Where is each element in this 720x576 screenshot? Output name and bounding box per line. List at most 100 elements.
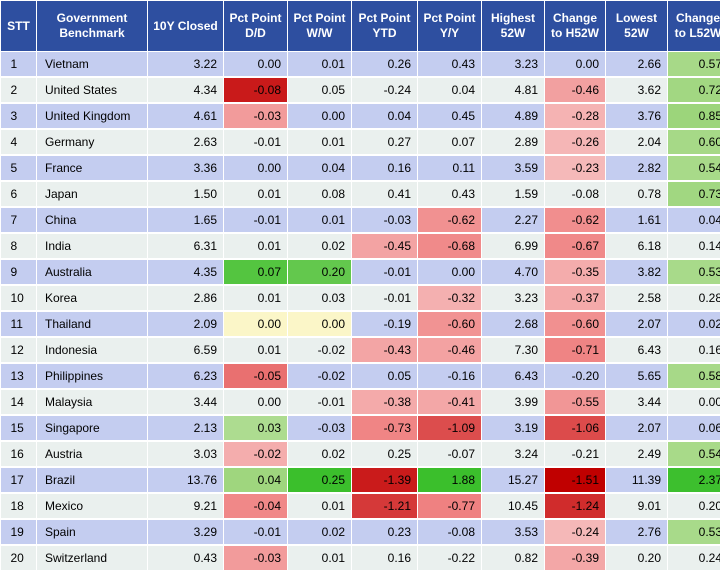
row-index: 18 bbox=[0, 493, 37, 520]
pct-point-dd: 0.00 bbox=[223, 155, 288, 182]
lowest-52w: 6.18 bbox=[605, 233, 668, 260]
pct-point-yy: -0.41 bbox=[417, 389, 482, 416]
pct-point-yy: 0.45 bbox=[417, 103, 482, 130]
pct-point-ytd: -0.01 bbox=[351, 285, 418, 312]
highest-52w: 6.99 bbox=[481, 233, 545, 260]
table-row[interactable]: 1 Vietnam 3.22 0.00 0.01 0.26 0.43 3.23 0.00 2.66… bbox=[0, 51, 720, 78]
table-row[interactable]: 3 United Kingdom 4.61 -0.03 0.00 0.04 0.45 4.89… bbox=[0, 103, 720, 130]
pct-point-yy: -0.46 bbox=[417, 337, 482, 364]
pct-point-ww: -0.02 bbox=[287, 337, 352, 364]
yield-10y-closed: 4.34 bbox=[147, 77, 224, 104]
table-row[interactable]: 14 Malaysia 3.44 0.00 -0.01 -0.38 -0.41 3.99 -0.… bbox=[0, 389, 720, 416]
pct-point-dd: 0.01 bbox=[223, 337, 288, 364]
country-name: Spain bbox=[36, 519, 148, 546]
lowest-52w: 2.07 bbox=[605, 415, 668, 442]
change-to-l52w: 0.28 bbox=[667, 285, 720, 312]
yield-10y-closed: 6.59 bbox=[147, 337, 224, 364]
table-row[interactable]: 13 Philippines 6.23 -0.05 -0.02 0.05 -0.16 6.43… bbox=[0, 363, 720, 390]
table-row[interactable]: 10 Korea 2.86 0.01 0.03 -0.01 -0.32 3.23 -0.37 2.… bbox=[0, 285, 720, 312]
pct-point-dd: -0.01 bbox=[223, 207, 288, 234]
col-header-change-h52w[interactable]: Change to H52W bbox=[544, 0, 606, 52]
table-row[interactable]: 17 Brazil 13.76 0.04 0.25 -1.39 1.88 15.27 -1.51… bbox=[0, 467, 720, 494]
pct-point-dd: -0.03 bbox=[223, 545, 288, 572]
yield-10y-closed: 3.22 bbox=[147, 51, 224, 78]
table-row[interactable]: 7 China 1.65 -0.01 0.01 -0.03 -0.62 2.27 -0.62 1.… bbox=[0, 207, 720, 234]
highest-52w: 4.70 bbox=[481, 259, 545, 286]
col-header-dd[interactable]: Pct Point D/D bbox=[223, 0, 288, 52]
row-index: 3 bbox=[0, 103, 37, 130]
col-header-ytd[interactable]: Pct Point YTD bbox=[351, 0, 418, 52]
pct-point-ww: 0.01 bbox=[287, 207, 352, 234]
yield-10y-closed: 3.36 bbox=[147, 155, 224, 182]
highest-52w: 3.99 bbox=[481, 389, 545, 416]
yield-10y-closed: 13.76 bbox=[147, 467, 224, 494]
table-row[interactable]: 11 Thailand 2.09 0.00 0.00 -0.19 -0.60 2.68 -0.6… bbox=[0, 311, 720, 338]
pct-point-yy: -0.68 bbox=[417, 233, 482, 260]
yield-10y-closed: 6.31 bbox=[147, 233, 224, 260]
col-header-ww[interactable]: Pct Point W/W bbox=[287, 0, 352, 52]
lowest-52w: 0.78 bbox=[605, 181, 668, 208]
change-to-h52w: -0.71 bbox=[544, 337, 606, 364]
country-name: Austria bbox=[36, 441, 148, 468]
row-index: 1 bbox=[0, 51, 37, 78]
country-name: Mexico bbox=[36, 493, 148, 520]
pct-point-ww: 0.02 bbox=[287, 519, 352, 546]
pct-point-yy: -0.60 bbox=[417, 311, 482, 338]
yield-10y-closed: 1.50 bbox=[147, 181, 224, 208]
country-name: Japan bbox=[36, 181, 148, 208]
table-row[interactable]: 2 United States 4.34 -0.08 0.05 -0.24 0.04 4.81… bbox=[0, 77, 720, 104]
col-header-10y-closed[interactable]: 10Y Closed bbox=[147, 0, 224, 52]
col-header-benchmark[interactable]: Government Benchmark bbox=[36, 0, 148, 52]
change-to-h52w: -1.06 bbox=[544, 415, 606, 442]
pct-point-ww: 0.02 bbox=[287, 233, 352, 260]
table-row[interactable]: 20 Switzerland 0.43 -0.03 0.01 0.16 -0.22 0.82-… bbox=[0, 545, 720, 572]
pct-point-dd: 0.01 bbox=[223, 233, 288, 260]
table-row[interactable]: 4 Germany 2.63 -0.01 0.01 0.27 0.07 2.89 -0.26 2.… bbox=[0, 129, 720, 156]
pct-point-yy: 0.07 bbox=[417, 129, 482, 156]
table-row[interactable]: 8 India 6.31 0.01 0.02 -0.45 -0.68 6.99 -0.67 6.1… bbox=[0, 233, 720, 260]
pct-point-dd: -0.01 bbox=[223, 519, 288, 546]
country-name: Brazil bbox=[36, 467, 148, 494]
table-row[interactable]: 6 Japan 1.50 0.01 0.08 0.41 0.43 1.59 -0.08 0.78 0… bbox=[0, 181, 720, 208]
pct-point-ytd: -0.43 bbox=[351, 337, 418, 364]
pct-point-ww: 0.03 bbox=[287, 285, 352, 312]
table-row[interactable]: 12 Indonesia 6.59 0.01 -0.02 -0.43 -0.46 7.30 -0… bbox=[0, 337, 720, 364]
table-row[interactable]: 9 Australia 4.35 0.07 0.20 -0.01 0.00 4.70 -0.35… bbox=[0, 259, 720, 286]
lowest-52w: 2.82 bbox=[605, 155, 668, 182]
col-header-stt[interactable]: STT bbox=[0, 0, 37, 52]
row-index: 20 bbox=[0, 545, 37, 572]
table-row[interactable]: 15 Singapore 2.13 0.03 -0.03 -0.73 -1.09 3.19 -1… bbox=[0, 415, 720, 442]
change-to-l52w: 0.54 bbox=[667, 155, 720, 182]
row-index: 8 bbox=[0, 233, 37, 260]
table-row[interactable]: 16 Austria 3.03 -0.02 0.02 0.25 -0.07 3.24 -0.21… bbox=[0, 441, 720, 468]
change-to-h52w: -0.28 bbox=[544, 103, 606, 130]
pct-point-yy: -0.08 bbox=[417, 519, 482, 546]
table-row[interactable]: 5 France 3.36 0.00 0.04 0.16 0.11 3.59 -0.23 2.82… bbox=[0, 155, 720, 182]
lowest-52w: 0.20 bbox=[605, 545, 668, 572]
highest-52w: 1.59 bbox=[481, 181, 545, 208]
pct-point-yy: 0.11 bbox=[417, 155, 482, 182]
col-header-change-l52w[interactable]: Change to L52W bbox=[667, 0, 720, 52]
col-header-lowest-52w[interactable]: Lowest 52W bbox=[605, 0, 668, 52]
change-to-h52w: -0.67 bbox=[544, 233, 606, 260]
change-to-h52w: -1.24 bbox=[544, 493, 606, 520]
lowest-52w: 11.39 bbox=[605, 467, 668, 494]
highest-52w: 3.19 bbox=[481, 415, 545, 442]
pct-point-ww: 0.00 bbox=[287, 103, 352, 130]
lowest-52w: 1.61 bbox=[605, 207, 668, 234]
pct-point-ww: 0.01 bbox=[287, 129, 352, 156]
table-row[interactable]: 19 Spain 3.29 -0.01 0.02 0.23 -0.08 3.53 -0.24 2.… bbox=[0, 519, 720, 546]
pct-point-dd: -0.01 bbox=[223, 129, 288, 156]
pct-point-ytd: -0.24 bbox=[351, 77, 418, 104]
pct-point-ww: 0.25 bbox=[287, 467, 352, 494]
col-header-yy[interactable]: Pct Point Y/Y bbox=[417, 0, 482, 52]
table-row[interactable]: 18 Mexico 9.21 -0.04 0.01 -1.21 -0.77 10.45 -1.2… bbox=[0, 493, 720, 520]
row-index: 5 bbox=[0, 155, 37, 182]
pct-point-dd: 0.01 bbox=[223, 285, 288, 312]
country-name: Indonesia bbox=[36, 337, 148, 364]
country-name: Switzerland bbox=[36, 545, 148, 572]
highest-52w: 3.23 bbox=[481, 51, 545, 78]
highest-52w: 3.23 bbox=[481, 285, 545, 312]
col-header-highest-52w[interactable]: Highest 52W bbox=[481, 0, 545, 52]
yield-10y-closed: 4.61 bbox=[147, 103, 224, 130]
